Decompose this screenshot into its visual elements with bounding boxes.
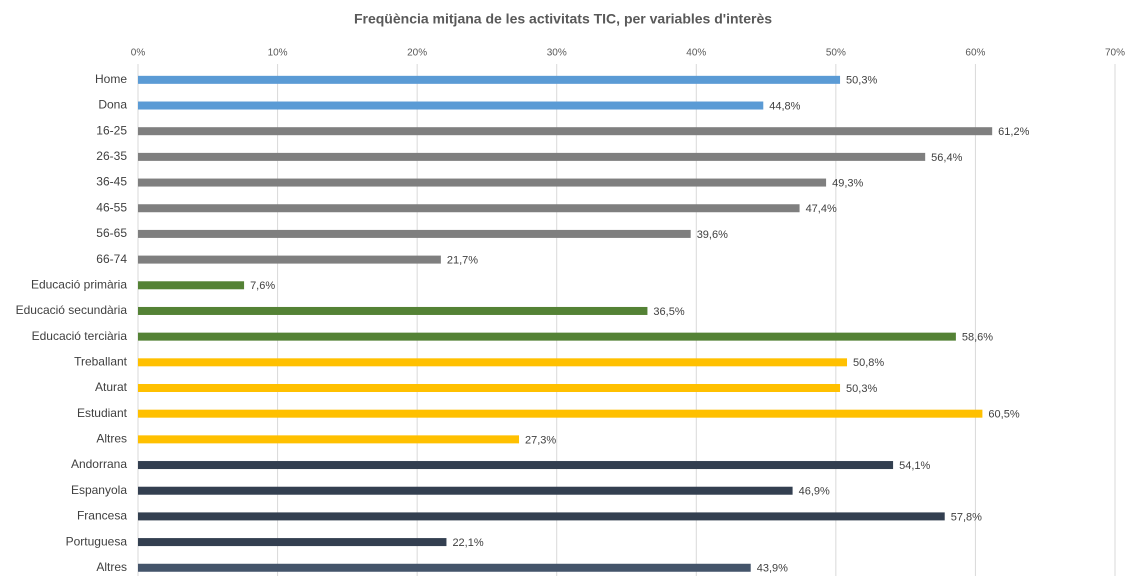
y-tick-label: Andorrana — [71, 457, 127, 471]
y-tick-label: Espanyola — [71, 483, 127, 497]
bar — [138, 204, 800, 213]
value-label: 54,1% — [899, 460, 930, 472]
value-label: 39,6% — [697, 229, 728, 241]
bar — [138, 435, 520, 444]
x-tick-label: 40% — [686, 48, 706, 59]
bar — [138, 127, 993, 136]
y-tick-label: Aturat — [95, 380, 128, 394]
y-tick-label: Francesa — [77, 509, 127, 523]
bar — [138, 461, 894, 470]
bar — [138, 178, 827, 187]
value-label: 22,1% — [452, 537, 483, 549]
x-tick-label: 10% — [268, 48, 288, 59]
bar — [138, 75, 841, 84]
value-label: 49,3% — [832, 177, 863, 189]
y-tick-label: 36-45 — [96, 175, 127, 189]
x-tick-label: 50% — [826, 48, 846, 59]
bar — [138, 486, 793, 495]
bar — [138, 281, 245, 290]
x-tick-label: 70% — [1105, 48, 1125, 59]
y-tick-label: 66-74 — [96, 252, 127, 266]
bar — [138, 152, 926, 161]
y-tick-label: 46-55 — [96, 200, 127, 214]
bar — [138, 563, 751, 572]
y-tick-label: Educació primària — [31, 277, 127, 291]
value-label: 46,9% — [799, 486, 830, 498]
value-label: 7,6% — [250, 280, 275, 292]
bar — [138, 255, 441, 264]
value-label: 56,4% — [931, 152, 962, 164]
value-label: 50,3% — [846, 75, 877, 87]
value-label: 43,9% — [757, 563, 788, 575]
bar — [138, 332, 956, 341]
value-label: 44,8% — [769, 100, 800, 112]
value-label: 47,4% — [806, 203, 837, 215]
value-label: 61,2% — [998, 126, 1029, 138]
value-label: 27,3% — [525, 434, 556, 446]
y-tick-label: Altres — [96, 432, 127, 446]
y-tick-label: Altres — [96, 560, 127, 574]
y-tick-label: Home — [95, 72, 127, 86]
bar — [138, 409, 983, 418]
x-tick-label: 60% — [965, 48, 985, 59]
y-tick-label: Dona — [98, 98, 127, 112]
bar — [138, 358, 848, 367]
value-label: 57,8% — [951, 511, 982, 523]
x-tick-label: 30% — [547, 48, 567, 59]
bar — [138, 538, 447, 547]
bar — [138, 384, 841, 392]
value-label: 50,3% — [846, 383, 877, 395]
chart-title: Freqüència mitjana de les activitats TIC… — [354, 11, 772, 27]
y-tick-label: Treballant — [74, 354, 128, 368]
x-tick-label: 20% — [407, 48, 427, 59]
value-label: 50,8% — [853, 357, 884, 369]
bar — [138, 101, 764, 110]
y-tick-label: Portuguesa — [66, 534, 128, 548]
y-tick-label: 26-35 — [96, 149, 127, 163]
value-label: 58,6% — [962, 332, 993, 344]
value-label: 60,5% — [988, 409, 1019, 421]
y-tick-label: Estudiant — [77, 406, 128, 420]
bar — [138, 306, 648, 315]
y-tick-label: 56-65 — [96, 226, 127, 240]
bar — [138, 229, 691, 238]
y-tick-label: Educació secundària — [16, 303, 128, 317]
value-label: 21,7% — [447, 255, 478, 267]
y-tick-label: Educació terciària — [32, 329, 128, 343]
bar — [138, 512, 945, 521]
x-tick-label: 0% — [131, 48, 146, 59]
value-label: 36,5% — [653, 306, 684, 318]
y-tick-label: 16-25 — [96, 123, 127, 137]
